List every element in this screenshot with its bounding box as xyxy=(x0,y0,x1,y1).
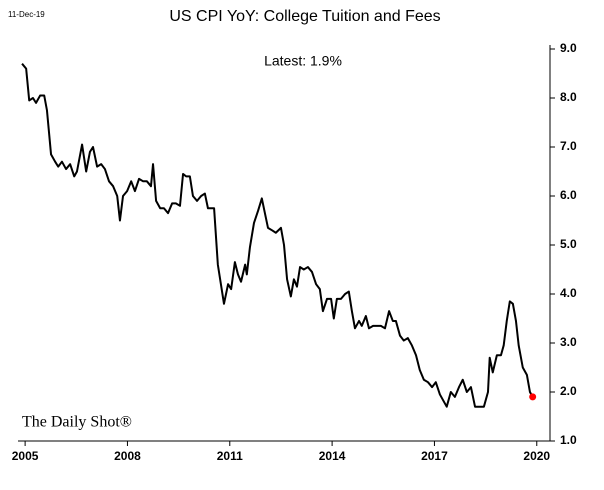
watermark: The Daily Shot® xyxy=(22,414,132,431)
y-tick-label: 6.0 xyxy=(560,188,577,202)
date: 11-Dec-19 xyxy=(8,10,45,19)
x-tick-label: 2005 xyxy=(12,449,39,463)
latest-point xyxy=(529,393,537,401)
y-tick-label: 8.0 xyxy=(560,90,577,104)
y-tick-label: 9.0 xyxy=(560,41,577,55)
y-tick-label: 2.0 xyxy=(560,384,577,398)
x-tick-label: 2017 xyxy=(421,449,448,463)
x-tick-label: 2011 xyxy=(217,449,243,463)
line xyxy=(21,63,534,408)
chart-title: US CPI YoY: College Tuition and Fees xyxy=(169,8,440,25)
x-tick-label: 2020 xyxy=(523,449,550,463)
y-tick-label: 3.0 xyxy=(560,335,577,349)
x-tick-label: 2014 xyxy=(319,449,346,463)
x-tick-label: 2008 xyxy=(114,449,141,463)
y-tick-label: 7.0 xyxy=(560,139,577,153)
y-tick-label: 5.0 xyxy=(560,237,577,251)
annotation: Latest: 1.9% xyxy=(264,53,342,69)
y-tick-label: 4.0 xyxy=(560,286,577,300)
y-tick-label: 1.0 xyxy=(560,433,577,447)
